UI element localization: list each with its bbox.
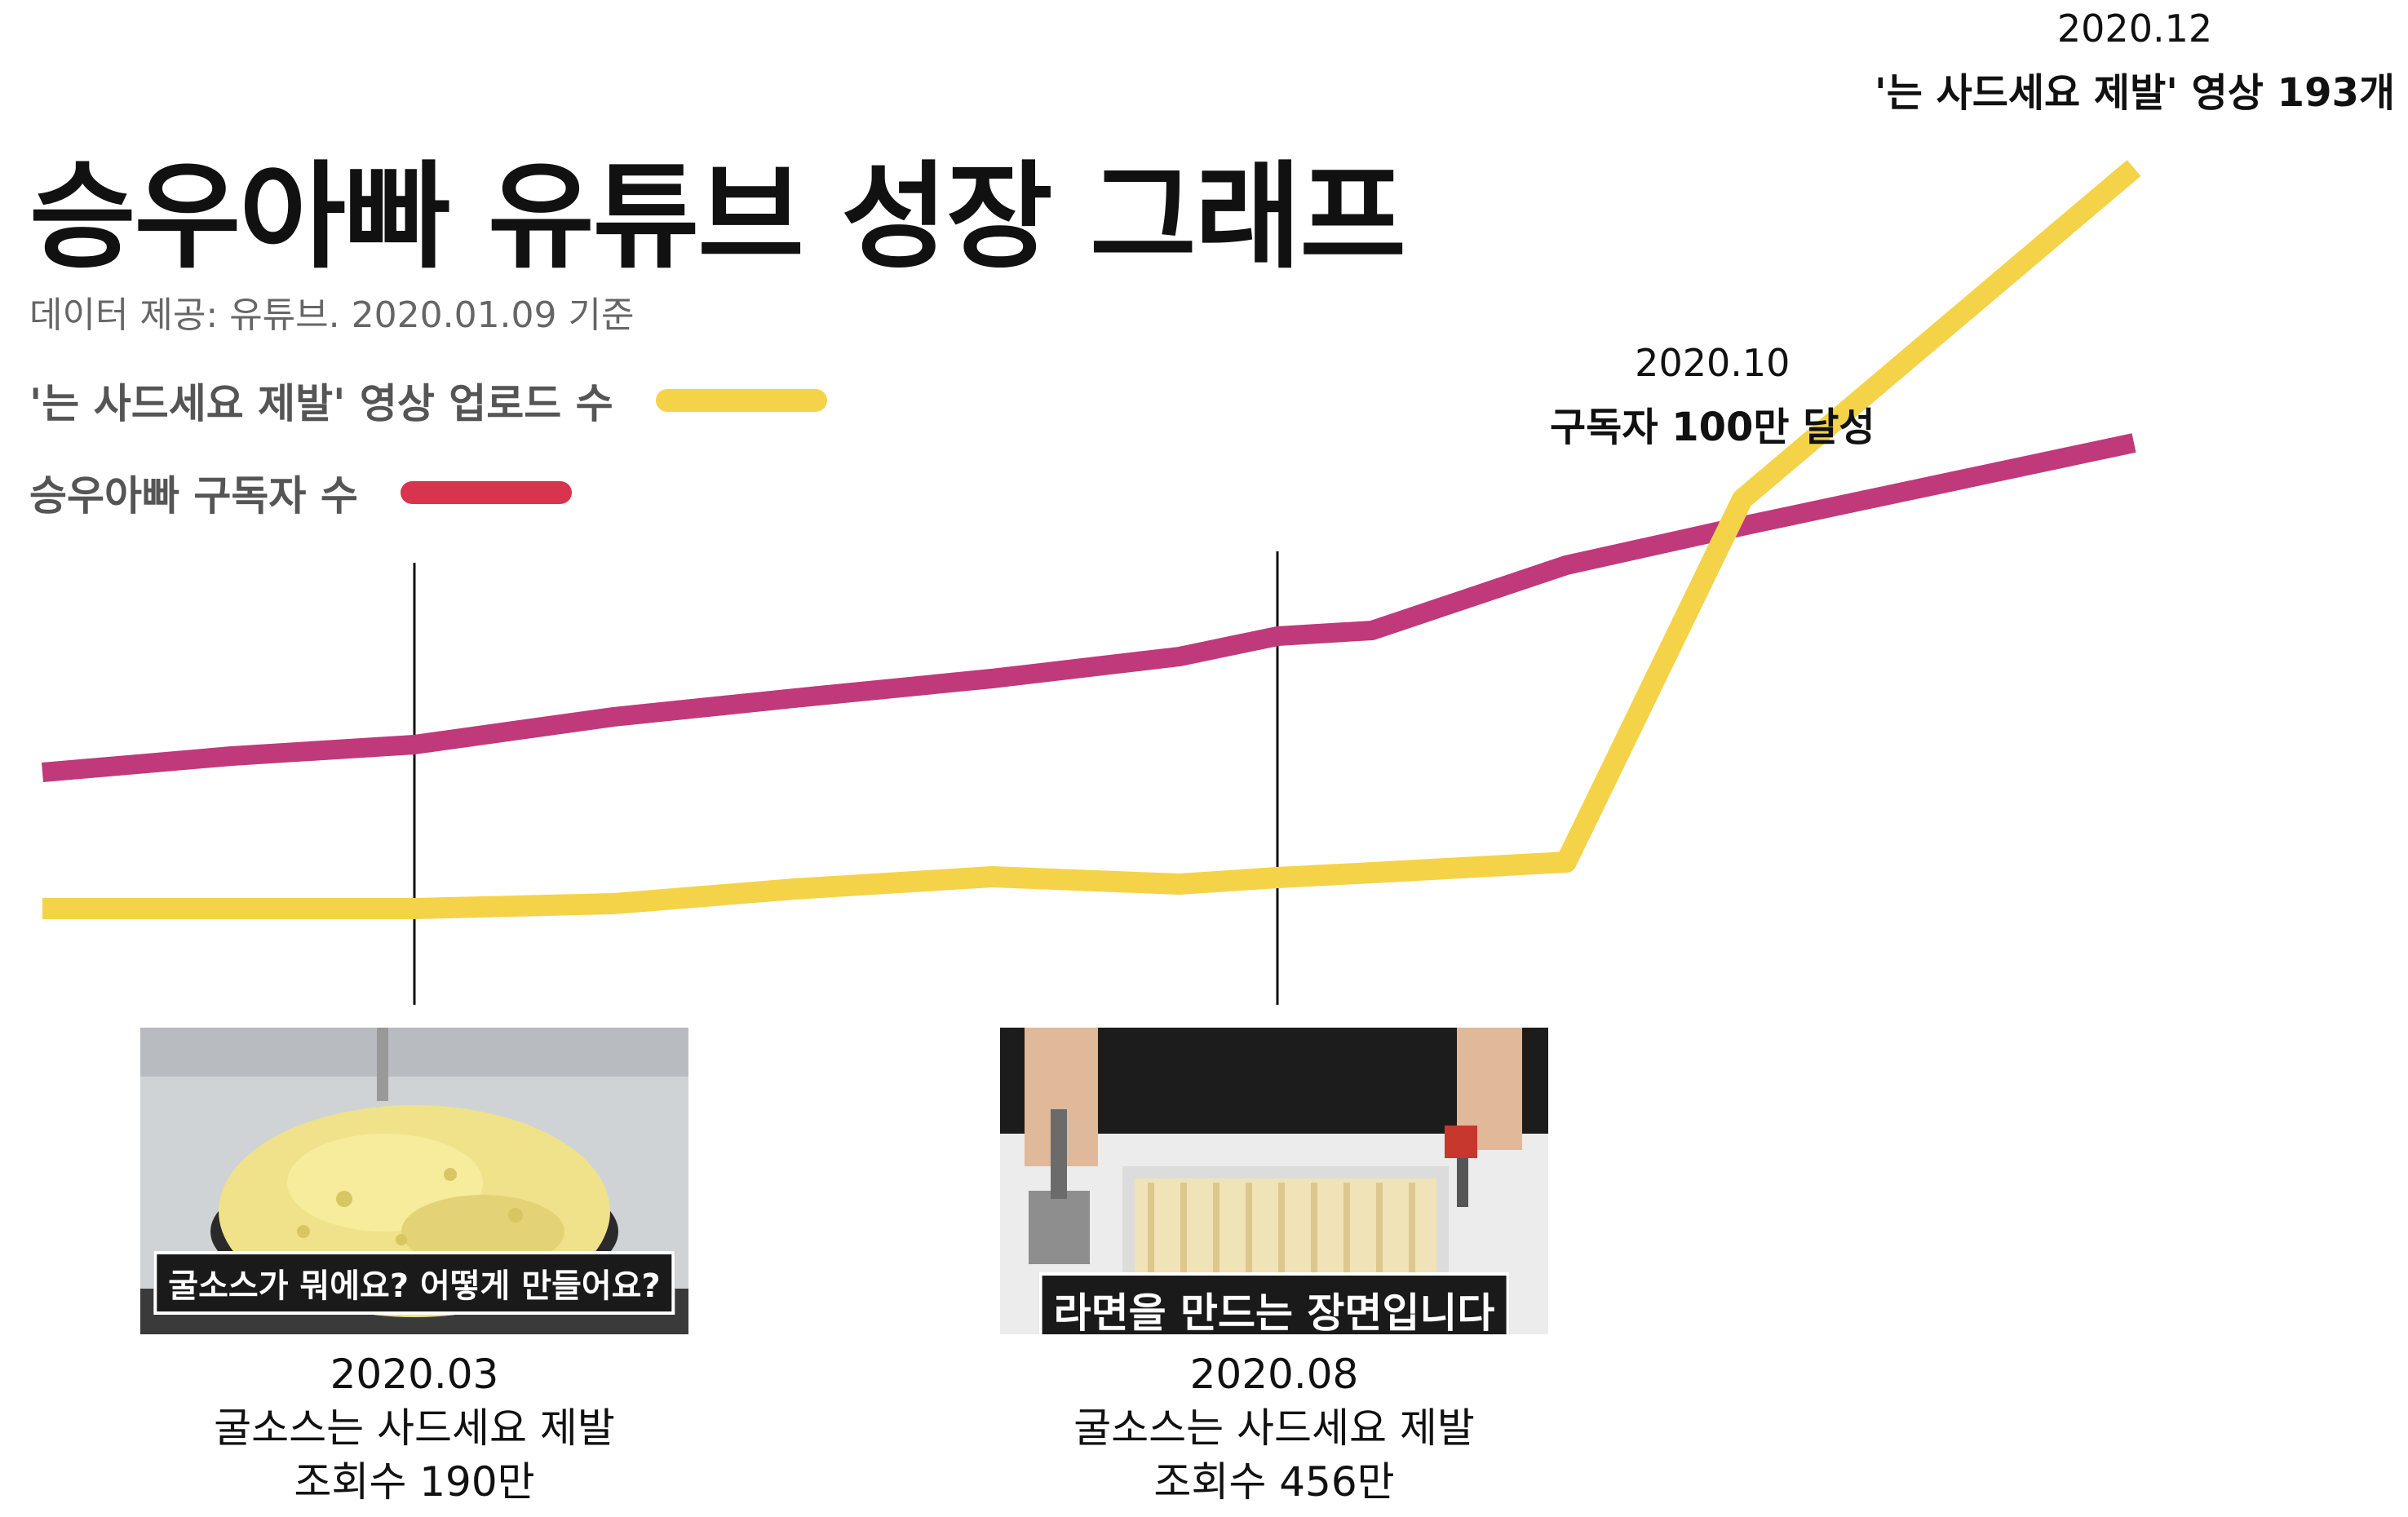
annotation-100m-subscribers: 2020.10 구독자 100만 달성 bbox=[1550, 341, 1875, 452]
video-info-2020-08: 2020.08 굴소스는 사드세요 제발 조회수 456만 bbox=[989, 1347, 1560, 1509]
legend-label-uploads: '는 사드세요 제발' 영상 업로드 수 bbox=[29, 380, 613, 427]
legend-item-uploads: '는 사드세요 제발' 영상 업로드 수 bbox=[29, 371, 827, 430]
annotation-text: '는 사드세요 제발' 영상 193개 bbox=[1875, 70, 2396, 116]
annotation-date: 2020.10 bbox=[1635, 341, 1791, 385]
page-title: 승우아빠 유튜브 성장 그래프 bbox=[29, 150, 1406, 285]
video-date: 2020.08 bbox=[1189, 1351, 1359, 1398]
video-title: 굴소스는 사드세요 제발 bbox=[1073, 1404, 1475, 1452]
series-line-subscribers bbox=[41, 433, 2136, 782]
video-date: 2020.03 bbox=[330, 1351, 499, 1398]
legend-swatch-uploads bbox=[655, 389, 827, 412]
video-views: 조회수 190만 bbox=[294, 1458, 535, 1506]
legend-swatch-subscribers bbox=[400, 481, 572, 504]
thumbnail-caption: 굴소스가 뭐에요? 어떻게 만들어요? bbox=[153, 1251, 675, 1315]
annotation-193-videos: 2020.12 '는 사드세요 제발' 영상 193개 bbox=[1875, 7, 2395, 117]
video-title: 굴소스는 사드세요 제발 bbox=[214, 1404, 615, 1452]
video-thumbnail-oyster-sauce[interactable]: 굴소스가 뭐에요? 어떻게 만들어요? bbox=[140, 1028, 688, 1334]
legend-label-subscribers: 승우아빠 구독자 수 bbox=[29, 472, 358, 520]
thumbnail-caption: 라면을 만드는 장면입니다 bbox=[1038, 1272, 1510, 1334]
annotation-date: 2020.12 bbox=[2056, 7, 2213, 51]
video-views: 조회수 456만 bbox=[1153, 1458, 1395, 1506]
data-source: 데이터 제공: 유튜브. 2020.01.09 기준 bbox=[29, 294, 635, 336]
series-line-uploads bbox=[42, 160, 2141, 919]
legend-item-subscribers: 승우아빠 구독자 수 bbox=[29, 463, 572, 522]
video-info-2020-03: 2020.03 굴소스는 사드세요 제발 조회수 190만 bbox=[129, 1347, 700, 1509]
video-thumbnail-noodles[interactable]: 라면을 만드는 장면입니다 bbox=[1000, 1028, 1548, 1334]
annotation-text: 구독자 100만 달성 bbox=[1550, 405, 1875, 450]
